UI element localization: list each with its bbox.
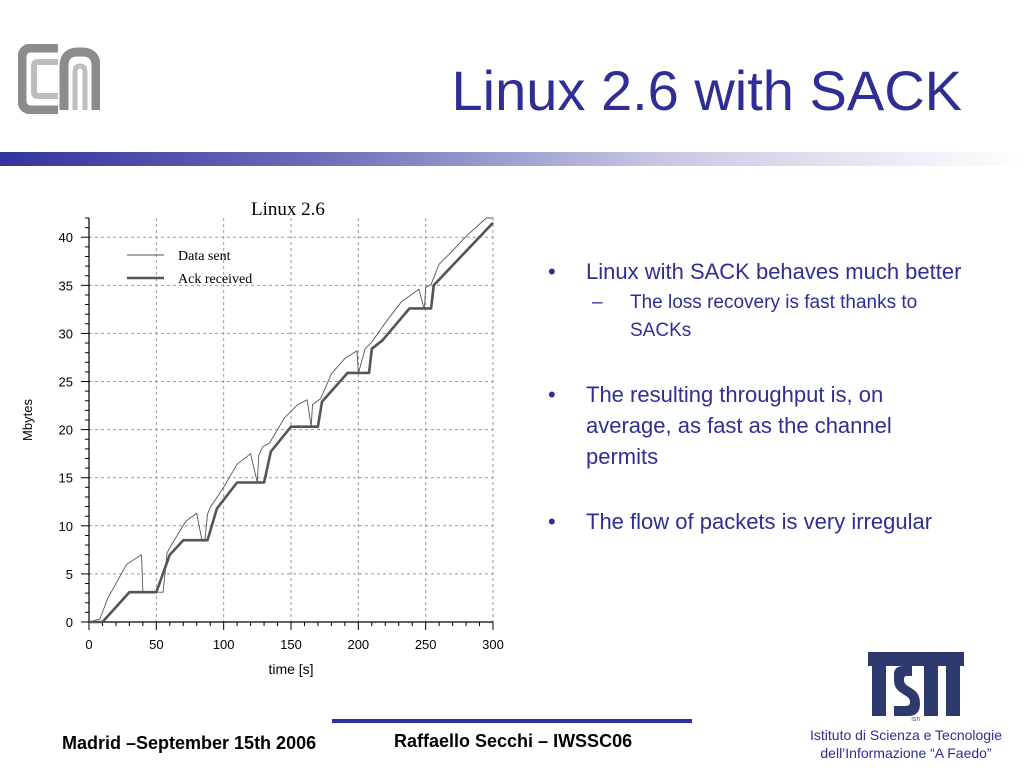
title-divider bbox=[0, 152, 1024, 166]
sub-bullet-text: The loss recovery is fast thanks to SACK… bbox=[630, 292, 918, 341]
bullet-text: The flow of packets is very irregular bbox=[586, 509, 933, 534]
bullet-item: • Linux with SACK behaves much better bbox=[548, 256, 968, 287]
bullet-mark: • bbox=[548, 382, 556, 407]
y-tick-label: 40 bbox=[59, 230, 73, 245]
footer-divider bbox=[332, 719, 692, 723]
series-line-ack-received bbox=[89, 221, 494, 624]
chart-title: Linux 2.6 bbox=[251, 199, 325, 220]
x-axis-label: time [s] bbox=[268, 661, 313, 677]
y-axis-label: Mbytes bbox=[20, 399, 35, 441]
bullet-mark: • bbox=[548, 509, 556, 534]
bullet-item: • The flow of packets is very irregular bbox=[548, 506, 968, 537]
bullet-mark: • bbox=[548, 259, 556, 284]
institute-name: Istituto di Scienza e Tecnologie dell’In… bbox=[796, 726, 1016, 762]
footer-date-location: Madrid –September 15th 2006 bbox=[62, 733, 317, 753]
y-tick-label: 35 bbox=[59, 278, 73, 293]
sub-bullet-mark: – bbox=[592, 292, 603, 313]
series-line-data-sent bbox=[88, 217, 493, 623]
x-tick-label: 150 bbox=[280, 637, 302, 652]
x-tick-label: 250 bbox=[415, 637, 437, 652]
throughput-chart: Linux 2.6 0 50 100 150 200 250 300 0 5 10 15 20 25 30 3… bbox=[20, 199, 504, 677]
sub-bullet-item: – The loss recovery is fast thanks to SA… bbox=[548, 289, 968, 345]
isti-logo: ISTI bbox=[868, 652, 964, 722]
cnr-logo bbox=[18, 44, 100, 114]
footer-author: Raffaello Secchi – IWSSC06 bbox=[394, 731, 633, 751]
x-tick-label: 300 bbox=[482, 637, 504, 652]
y-tick-label: 15 bbox=[59, 471, 73, 486]
bullet-list: • Linux with SACK behaves much better – … bbox=[548, 256, 968, 537]
y-tick-label: 10 bbox=[59, 519, 73, 534]
legend-label: Data sent bbox=[178, 249, 231, 264]
y-tick-label: 30 bbox=[59, 326, 73, 341]
x-tick-label: 50 bbox=[149, 637, 163, 652]
y-tick-label: 0 bbox=[66, 615, 73, 630]
isti-logo-text: ISTI bbox=[911, 717, 920, 722]
x-tick-label: 0 bbox=[85, 637, 92, 652]
bullet-item: • The resulting throughput is, on averag… bbox=[548, 379, 968, 472]
institute-line-1: Istituto di Scienza e Tecnologie bbox=[810, 727, 1002, 743]
institute-line-2: dell’Informazione “A Faedo” bbox=[820, 745, 992, 761]
x-tick-label: 100 bbox=[213, 637, 235, 652]
slide-title: Linux 2.6 with SACK bbox=[451, 59, 962, 122]
x-tick-label: 200 bbox=[347, 637, 369, 652]
y-tick-label: 25 bbox=[59, 375, 73, 390]
y-tick-label: 5 bbox=[66, 567, 73, 582]
y-tick-label: 20 bbox=[59, 423, 73, 438]
bullet-text: Linux with SACK behaves much better bbox=[586, 259, 962, 284]
bullet-text: The resulting throughput is, on average,… bbox=[586, 382, 892, 469]
legend-label: Ack received bbox=[178, 272, 252, 287]
